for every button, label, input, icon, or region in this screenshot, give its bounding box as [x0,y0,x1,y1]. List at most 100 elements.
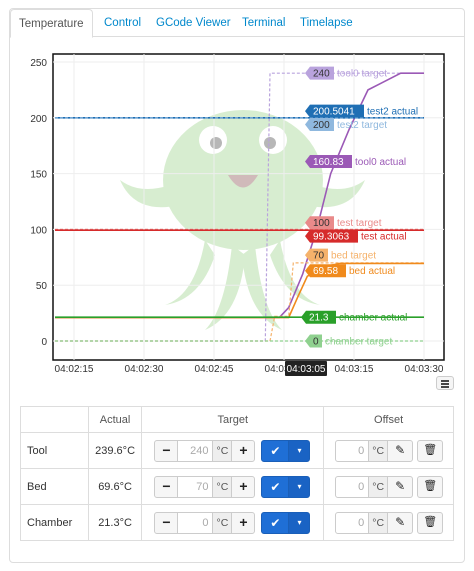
target-unit: °C [212,439,233,462]
label-marker [305,216,334,230]
label-value: 240 [313,69,330,80]
tab-bar: Temperature Control GCode Viewer Termina… [10,9,465,38]
trash-icon: 🗑 [423,479,438,492]
offset-cell-chamber: 0 °C ✎ 🗑 [323,504,454,541]
list-icon-line [441,386,449,388]
set-chamber-target-button[interactable]: ✔ [261,511,290,534]
y-tick-label: 150 [30,170,47,181]
x-tick-label: 04:03:15 [335,364,374,375]
target-bed-input[interactable]: 70 [177,475,214,498]
offset-cell-bed: 0 °C ✎ 🗑 [323,468,454,505]
offset-bed-input[interactable]: 0 [335,475,370,498]
increase-bed-button[interactable]: + [231,475,256,498]
series-label-test-actual: 99.3063 test actual [305,229,407,243]
target-tool-dropdown[interactable]: ▾ [288,439,311,462]
label-name: chamber target [325,337,392,348]
delete-chamber-offset-button[interactable]: 🗑 [417,511,444,534]
tab-temperature[interactable]: Temperature [10,9,93,38]
header-blank [20,406,89,433]
label-value: 0 [313,337,319,348]
target-chamber-input[interactable]: 0 [177,511,214,534]
label-marker [305,104,364,118]
check-icon: ✔ [270,515,281,530]
decrease-tool-button[interactable]: − [154,439,179,462]
x-tick-label: 04:02:45 [195,364,234,375]
target-unit: °C [212,475,233,498]
temperature-chart: 250 200 150 100 50 0 04:02:15 04:02:30 04:02:45… [30,53,445,376]
tab-timelapse[interactable]: Timelapse [300,17,353,29]
label-marker [305,117,334,131]
tab-terminal[interactable]: Terminal [242,17,286,29]
table-row: Bed 69.6°C −70 °C + ✔ ▾ 0 °C ✎ 🗑 [20,468,454,505]
caret-down-icon: ▾ [297,445,302,455]
target-unit: °C [212,511,233,534]
label-value: 70 [313,251,325,262]
series-label-bed-target: 70 bed target [305,248,376,262]
target-tool-input[interactable]: 240 [177,439,214,462]
x-tick-label: 04:03:30 [405,364,444,375]
actual-chamber: 21.3°C [87,504,143,541]
offset-chamber-input[interactable]: 0 [335,511,370,534]
label-value: 200 [313,120,330,131]
target-cell-chamber: −0 °C + ✔ ▾ [141,504,325,541]
edit-chamber-offset-button[interactable]: ✎ [387,511,414,534]
trash-icon: 🗑 [423,443,438,456]
pencil-icon: ✎ [395,442,406,457]
pencil-icon: ✎ [395,478,406,493]
offset-tool-input[interactable]: 0 [335,439,370,462]
label-value: 160.83 [313,157,344,168]
hover-time: 04:03:05 [287,364,326,375]
plot-area [52,53,445,361]
target-bed-dropdown[interactable]: ▾ [288,475,311,498]
tab-control[interactable]: Control [104,17,142,29]
target-cell-bed: −70 °C + ✔ ▾ [141,468,325,505]
edit-bed-offset-button[interactable]: ✎ [387,475,414,498]
label-name: test actual [361,232,407,243]
list-icon [441,380,449,382]
series-label-tool0-actual: 160.83 tool0 actual [305,155,406,169]
increase-chamber-button[interactable]: + [231,511,256,534]
row-name-chamber: Chamber [20,504,89,541]
target-chamber-dropdown[interactable]: ▾ [288,511,311,534]
label-name: tool0 actual [355,157,406,168]
y-tick-label: 200 [30,114,47,125]
series-labels: 240 tool0 target 160.83 tool0 actual 200.504… [301,66,418,348]
table-row: Chamber 21.3°C −0 °C + ✔ ▾ 0 °C ✎ 🗑 [20,504,454,541]
series-label-test-target: 100 test target [305,216,382,230]
label-marker [305,248,328,262]
actual-tool: 239.6°C [87,432,143,469]
tab-gcode-viewer[interactable]: GCode Viewer [156,17,231,29]
x-axis: 04:02:15 04:02:30 04:02:45 04:03:00 04:03:15… [55,364,444,375]
label-value: 100 [313,218,330,229]
series-label-tool0-target: 240 tool0 target [305,66,387,80]
set-tool-target-button[interactable]: ✔ [261,439,290,462]
increase-tool-button[interactable]: + [231,439,256,462]
series-label-test2-target: 200 test2 target [305,117,387,131]
label-marker [305,66,334,80]
header-actual: Actual [87,406,143,433]
x-tick-label: 04:02:30 [125,364,164,375]
delete-bed-offset-button[interactable]: 🗑 [417,475,444,498]
temperature-table: Actual Target Offset Tool 239.6°C −240 °C + ✔… [20,406,454,541]
row-name-bed: Bed [20,468,89,505]
legend-toggle-button[interactable] [436,376,454,390]
delete-tool-offset-button[interactable]: 🗑 [417,439,444,462]
label-name: bed actual [349,266,395,277]
x-tick-label: 04:03:00 [265,364,304,375]
edit-tool-offset-button[interactable]: ✎ [387,439,414,462]
header-target: Target [141,406,325,433]
y-tick-label: 100 [30,225,47,236]
label-marker [305,229,358,243]
label-value: 69.58 [313,266,338,277]
set-bed-target-button[interactable]: ✔ [261,475,290,498]
label-name: tool0 target [337,69,387,80]
pencil-icon: ✎ [395,514,406,529]
series-label-bed-actual: 69.58 bed actual [305,264,395,278]
check-icon: ✔ [270,479,281,494]
target-cell-tool: −240 °C + ✔ ▾ [141,432,325,469]
decrease-chamber-button[interactable]: − [154,511,179,534]
caret-down-icon: ▾ [297,481,302,491]
y-axis: 250 200 150 100 50 0 [30,58,47,348]
decrease-bed-button[interactable]: − [154,475,179,498]
label-name: test target [337,218,382,229]
